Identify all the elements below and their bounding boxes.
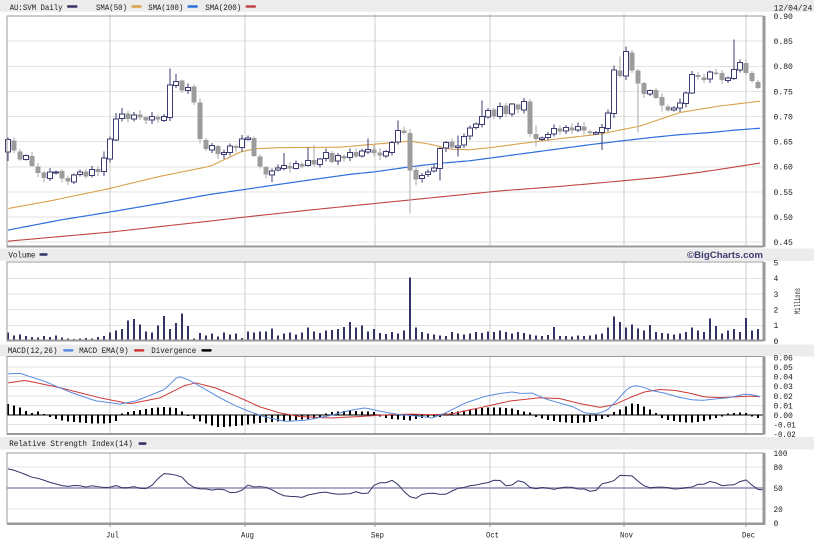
svg-text:0.50: 0.50 <box>774 214 794 223</box>
svg-text:0.04: 0.04 <box>774 374 794 383</box>
svg-text:©BigCharts.com: ©BigCharts.com <box>687 250 763 261</box>
svg-text:12/04/24: 12/04/24 <box>774 4 813 13</box>
svg-text:Aug: Aug <box>241 532 254 541</box>
svg-text:Divergence: Divergence <box>151 347 196 356</box>
svg-text:SMA(100): SMA(100) <box>148 4 183 13</box>
svg-text:0.00: 0.00 <box>774 412 794 421</box>
svg-text:Relative Strength Index(14): Relative Strength Index(14) <box>9 440 133 449</box>
svg-text:100: 100 <box>774 450 788 459</box>
svg-text:0.55: 0.55 <box>774 189 794 198</box>
svg-text:Jul: Jul <box>106 532 119 541</box>
svg-text:0.45: 0.45 <box>774 239 794 248</box>
svg-text:3: 3 <box>774 291 779 300</box>
svg-text:MACD EMA(9): MACD EMA(9) <box>79 347 129 356</box>
svg-text:Nov: Nov <box>620 532 633 541</box>
svg-text:Sep: Sep <box>371 532 384 541</box>
svg-text:20: 20 <box>774 506 783 515</box>
svg-text:0: 0 <box>774 520 779 529</box>
svg-text:0.60: 0.60 <box>774 164 794 173</box>
svg-text:0.06: 0.06 <box>774 354 794 363</box>
svg-text:-0.01: -0.01 <box>774 422 796 431</box>
svg-text:0.90: 0.90 <box>774 13 794 22</box>
svg-text:Dec: Dec <box>742 532 755 541</box>
svg-text:Millions: Millions <box>794 288 803 314</box>
svg-text:5: 5 <box>774 260 779 269</box>
svg-text:-0.02: -0.02 <box>774 431 796 440</box>
svg-text:0.75: 0.75 <box>774 88 794 97</box>
svg-text:Oct: Oct <box>486 532 499 541</box>
svg-text:SMA(50): SMA(50) <box>96 4 127 13</box>
svg-text:1: 1 <box>774 322 779 331</box>
svg-text:0.85: 0.85 <box>774 38 794 47</box>
svg-text:50: 50 <box>774 485 783 494</box>
svg-text:Volume: Volume <box>8 251 35 260</box>
svg-text:0.01: 0.01 <box>774 402 794 411</box>
svg-text:80: 80 <box>774 464 783 473</box>
svg-text:0.65: 0.65 <box>774 139 794 148</box>
svg-text:0.02: 0.02 <box>774 393 794 402</box>
svg-text:0.70: 0.70 <box>774 113 794 122</box>
svg-text:SMA(200): SMA(200) <box>205 4 241 13</box>
svg-text:2: 2 <box>774 307 779 316</box>
svg-text:0.03: 0.03 <box>774 383 794 392</box>
svg-text:0.05: 0.05 <box>774 364 794 373</box>
svg-text:0: 0 <box>774 338 779 347</box>
svg-text:4: 4 <box>774 275 779 284</box>
svg-text:0.80: 0.80 <box>774 63 794 72</box>
svg-text:MACD(12,26): MACD(12,26) <box>8 347 58 356</box>
svg-text:AU:SVM Daily: AU:SVM Daily <box>10 4 63 13</box>
